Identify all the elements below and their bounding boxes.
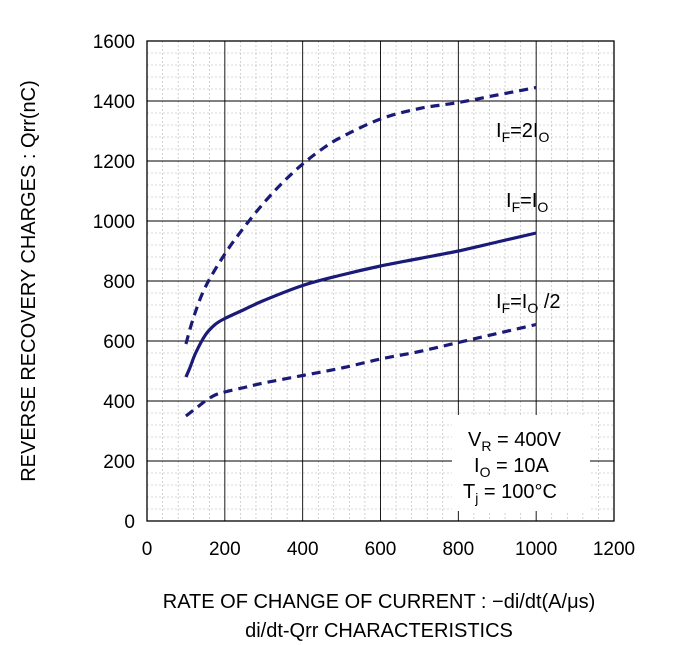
x-tick-label: 1200 [593, 539, 635, 560]
plot-frame [146, 40, 615, 522]
y-tick-label: 0 [124, 512, 135, 533]
x-tick-label: 800 [442, 539, 474, 560]
chart-title: di/dt-Qrr CHARACTERISTICS [245, 620, 513, 642]
y-axis-title: REVERSE RECOVERY CHARGES : Qrr(nC) [18, 80, 40, 482]
y-tick-label: 1000 [93, 212, 135, 233]
series-line-2 [184, 322, 537, 418]
y-tick-label: 400 [103, 392, 135, 413]
y-tick-label: 200 [103, 452, 135, 473]
curve-labels: IF=2IO IF=IO IF=IO /2 [496, 120, 561, 316]
series-line-0 [184, 85, 537, 345]
x-tick-label: 1000 [515, 539, 557, 560]
x-axis-title: RATE OF CHANGE OF CURRENT : −di/dt(A/μs) [163, 591, 596, 613]
curves [184, 85, 537, 418]
y-tick-label: 600 [103, 332, 135, 353]
condition-2: Tj = 100°C [463, 481, 557, 506]
conditions-box-bg [452, 415, 590, 511]
x-tick-label: 600 [365, 539, 397, 560]
y-tick-label: 1200 [93, 152, 135, 173]
tick-labels: 0 200 400 600 800 1000 1200 0 200 400 600 800 1000 12… [93, 32, 635, 560]
x-tick-label: 0 [142, 539, 153, 560]
condition-0: VR = 400V [468, 429, 562, 454]
y-tick-label: 1600 [93, 32, 135, 53]
y-tick-label: 800 [103, 272, 135, 293]
condition-1: IO = 10A [474, 455, 549, 480]
series-label-0: IF=2IO [496, 120, 549, 145]
x-tick-label: 200 [209, 539, 241, 560]
series-label-1: IF=IO [506, 190, 548, 215]
x-tick-label: 400 [287, 539, 319, 560]
y-tick-label: 1400 [93, 92, 135, 113]
series-label-2: IF=IO /2 [496, 291, 561, 316]
series-line-1 [184, 231, 537, 378]
